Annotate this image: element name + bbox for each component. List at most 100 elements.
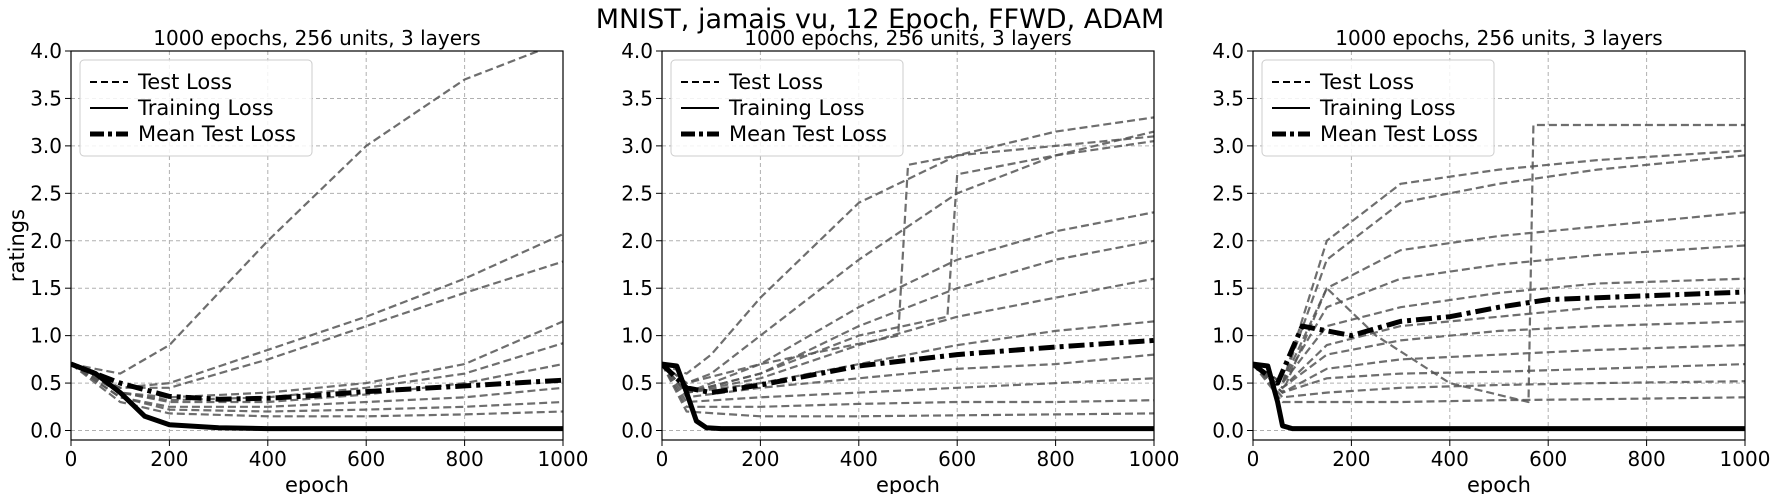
legend-box <box>79 59 313 157</box>
x-tick-label: 800 <box>1037 447 1075 471</box>
y-tick-label: 1.5 <box>1212 276 1244 300</box>
y-tick-label: 1.5 <box>621 276 653 300</box>
legend-entry-label: Mean Test Loss <box>729 122 887 146</box>
y-tick-label: 1.5 <box>30 276 62 300</box>
figure-title: MNIST, jamais vu, 12 Epoch, FFWD, ADAM <box>596 4 1165 35</box>
test-loss-line <box>1253 154 1745 385</box>
y-tick-label: 3.5 <box>621 86 653 110</box>
test-loss-line <box>71 51 542 375</box>
training-loss-line <box>662 361 1154 432</box>
x-tick-label: 0 <box>1247 447 1260 471</box>
x-tick-label: 400 <box>249 447 287 471</box>
x-tick-label: 600 <box>1529 447 1567 471</box>
y-tick-label: 0.5 <box>30 371 62 395</box>
test-loss-line <box>662 116 1154 375</box>
y-tick-label: 1.0 <box>621 324 653 348</box>
legend-entry-label: Test Loss <box>137 70 232 94</box>
x-tick-label: 800 <box>446 447 484 471</box>
legend-entry-label: Test Loss <box>1319 70 1414 94</box>
chart-panel-2: 0 200 400 600 800 1000 0.0 0.5 1.0 1.5 2.0 2.5 3.0 3.… <box>621 26 1179 494</box>
x-tick-label: 200 <box>1332 447 1370 471</box>
mean-test-loss-line <box>71 361 563 402</box>
x-axis-label: epoch <box>876 473 940 494</box>
panel-title: 1000 epochs, 256 units, 3 layers <box>1335 26 1662 50</box>
y-tick-label: 3.0 <box>1212 134 1244 158</box>
axes-frame <box>1252 50 1746 441</box>
y-tick-label: 2.5 <box>621 181 653 205</box>
chart-panel-3: 0 200 400 600 800 1000 0.0 0.5 1.0 1.5 2.0 2.5 3.0 3.… <box>1212 26 1770 494</box>
test-loss-line <box>1253 363 1745 404</box>
x-tick-label: 600 <box>347 447 385 471</box>
y-tick-label: 3.5 <box>1212 86 1244 110</box>
x-axis-label: epoch <box>285 473 349 494</box>
legend-entry-label: Mean Test Loss <box>138 122 296 146</box>
test-loss-line <box>1253 301 1745 389</box>
test-loss-line <box>662 239 1154 394</box>
training-loss-line <box>1253 361 1745 432</box>
y-tick-label: 2.5 <box>1212 181 1244 205</box>
y-tick-label: 0.5 <box>621 371 653 395</box>
y-tick-label: 4.0 <box>1212 39 1244 63</box>
test-loss-line <box>71 342 563 402</box>
test-loss-line <box>1253 363 1745 399</box>
y-tick-label: 2.0 <box>1212 229 1244 253</box>
y-tick-label: 4.0 <box>621 39 653 63</box>
y-axis-label: ratings <box>5 209 29 282</box>
axes-frame <box>70 50 564 441</box>
y-tick-label: 1.0 <box>1212 324 1244 348</box>
test-loss-line <box>71 233 563 389</box>
y-tick-label: 0.0 <box>1212 419 1244 443</box>
test-loss-line <box>1253 344 1745 394</box>
x-tick-label: 600 <box>938 447 976 471</box>
x-tick-label: 0 <box>656 447 669 471</box>
legend-entry-label: Mean Test Loss <box>1320 122 1478 146</box>
y-tick-label: 1.0 <box>30 324 62 348</box>
test-loss-line <box>71 363 563 418</box>
legend-entry-label: Training Loss <box>728 96 865 120</box>
test-loss-line <box>1253 320 1745 389</box>
x-axis-label: epoch <box>1467 473 1531 494</box>
y-tick-label: 3.0 <box>30 134 62 158</box>
test-loss-line <box>662 211 1154 394</box>
test-loss-line <box>71 363 563 413</box>
y-tick-label: 2.0 <box>30 229 62 253</box>
test-loss-line <box>71 363 563 408</box>
test-loss-line <box>662 130 1154 385</box>
panel-title: 1000 epochs, 256 units, 3 layers <box>153 26 480 50</box>
test-loss-line <box>662 135 1154 385</box>
axes-frame <box>661 50 1155 441</box>
legend-entry-label: Training Loss <box>137 96 274 120</box>
mean-test-loss-line <box>662 337 1154 396</box>
test-loss-line <box>1253 123 1745 404</box>
test-loss-line <box>1253 149 1745 385</box>
x-tick-label: 200 <box>741 447 779 471</box>
x-tick-label: 0 <box>65 447 78 471</box>
chart-panel-1: 0 200 400 600 800 1000 0.0 0.5 1.0 1.5 2.0 2.5 3.0 3.… <box>5 26 588 494</box>
x-tick-label: 400 <box>1431 447 1469 471</box>
y-tick-label: 2.0 <box>621 229 653 253</box>
legend-box <box>1261 59 1495 157</box>
y-tick-label: 3.0 <box>621 134 653 158</box>
test-loss-line <box>662 363 1154 418</box>
y-tick-label: 3.5 <box>30 86 62 110</box>
legend-entry-label: Training Loss <box>1319 96 1456 120</box>
x-tick-label: 400 <box>840 447 878 471</box>
x-tick-label: 200 <box>150 447 188 471</box>
mean-test-loss-line <box>1253 289 1745 386</box>
test-loss-line <box>71 363 563 404</box>
x-tick-label: 1000 <box>1720 447 1771 471</box>
y-tick-label: 0.0 <box>30 419 62 443</box>
test-loss-line <box>1253 244 1745 385</box>
y-tick-label: 0.5 <box>1212 371 1244 395</box>
test-loss-line <box>71 260 563 389</box>
test-loss-line <box>662 363 1154 408</box>
x-tick-label: 1000 <box>1129 447 1180 471</box>
test-loss-line <box>71 320 563 399</box>
test-loss-line <box>1253 277 1745 385</box>
y-tick-label: 4.0 <box>30 39 62 63</box>
test-loss-line <box>1253 211 1745 385</box>
